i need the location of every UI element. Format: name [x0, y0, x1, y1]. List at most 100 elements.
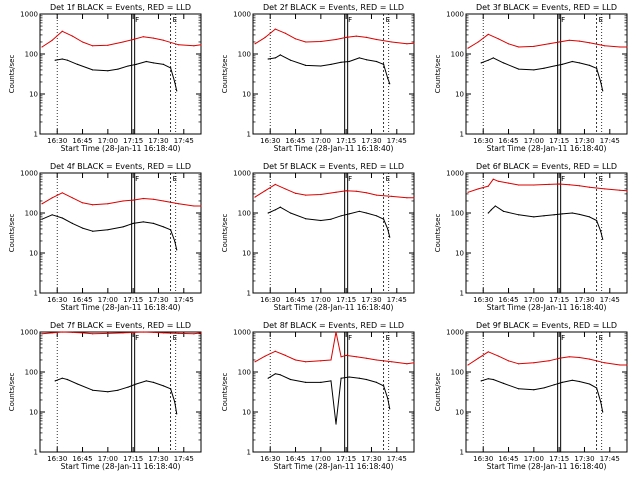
data-point: [497, 180, 500, 182]
data-point: [107, 229, 109, 231]
marker-label: F: [561, 175, 565, 183]
x-tick-label: 17:15: [123, 296, 143, 304]
chart-panel-7: Det 7f BLACK = Events, RED = LLD 1 10 100 10…: [8, 321, 202, 471]
data-point: [330, 380, 332, 382]
marker-label: F: [561, 16, 565, 24]
y-tick-label: 10: [29, 91, 38, 99]
data-point: [305, 194, 307, 196]
data-point: [152, 62, 155, 64]
data-point: [176, 249, 178, 251]
data-point: [619, 46, 621, 48]
data-point: [107, 391, 109, 393]
data-point: [487, 59, 489, 61]
data-point: [543, 387, 545, 389]
data-point: [467, 191, 469, 193]
data-point: [162, 332, 165, 334]
marker-label: E: [599, 334, 603, 342]
chart-title: Det 6f BLACK = Events, RED = LLD: [476, 162, 617, 171]
data-point: [335, 331, 337, 333]
data-point: [289, 378, 292, 381]
marker-label: F: [135, 16, 139, 24]
y-tick-label: 100: [451, 369, 464, 377]
data-point: [61, 30, 63, 32]
data-point: [66, 59, 68, 61]
data-point: [406, 197, 408, 199]
data-point: [375, 215, 378, 217]
marker-label: F: [348, 175, 352, 183]
data-point: [391, 361, 393, 363]
data-point: [383, 63, 385, 65]
data-point: [81, 332, 84, 334]
data-point: [61, 377, 63, 379]
data-point: [578, 380, 581, 383]
data-point: [330, 359, 332, 361]
data-point: [588, 64, 591, 66]
data-point: [284, 188, 287, 190]
data-point: [305, 361, 307, 363]
data-point: [152, 198, 155, 200]
data-point: [267, 212, 269, 214]
y-tick-label: 1: [460, 449, 464, 457]
data-point: [518, 388, 520, 390]
data-point: [578, 356, 581, 359]
data-point: [122, 226, 124, 228]
data-point: [602, 90, 604, 92]
y-tick-label: 100: [25, 210, 38, 218]
data-point: [568, 39, 570, 41]
data-point: [294, 359, 297, 361]
data-point: [467, 47, 469, 49]
data-point: [553, 384, 555, 386]
data-point: [340, 215, 342, 217]
data-point: [561, 63, 563, 65]
data-point: [518, 68, 520, 70]
y-tick-label: 1000: [233, 11, 251, 19]
data-point: [604, 362, 606, 364]
data-point: [330, 218, 332, 220]
y-tick-label: 100: [238, 51, 251, 59]
data-point: [174, 240, 176, 242]
data-point: [127, 386, 129, 388]
data-point: [626, 190, 628, 192]
y-tick-label: 1: [460, 131, 464, 139]
data-point: [107, 70, 109, 72]
chart-panel-9: Det 9f BLACK = Events, RED = LLD 1 10 100 10…: [434, 321, 628, 471]
data-point: [267, 377, 269, 379]
data-point: [492, 378, 494, 381]
x-tick-label: 17:00: [98, 137, 118, 145]
data-point: [340, 377, 342, 379]
data-point: [162, 226, 165, 228]
data-point: [602, 238, 604, 240]
data-point: [358, 377, 360, 379]
data-point: [274, 350, 276, 352]
marker-label: E: [386, 16, 390, 24]
data-point: [152, 381, 155, 383]
data-point: [365, 212, 368, 214]
y-tick-label: 1000: [20, 170, 38, 178]
data-point: [533, 389, 535, 391]
marker-label: E: [599, 16, 603, 24]
data-point: [507, 182, 510, 184]
data-point: [289, 59, 292, 61]
data-point: [355, 190, 357, 192]
data-point: [117, 389, 119, 391]
data-point: [142, 197, 144, 200]
data-point: [107, 44, 109, 46]
plot-frame: [39, 172, 202, 294]
data-point: [588, 216, 591, 218]
data-point: [494, 205, 496, 207]
data-point: [294, 192, 297, 194]
data-point: [533, 69, 535, 71]
data-point: [578, 185, 581, 187]
data-point: [107, 332, 109, 335]
data-point: [561, 381, 563, 383]
data-point: [578, 213, 581, 216]
data-point: [365, 36, 368, 39]
series-line-events: [267, 373, 391, 425]
data-point: [548, 183, 550, 185]
x-axis-label: Start Time (28-Jan-11 16:18:40): [487, 462, 607, 471]
data-point: [71, 35, 74, 37]
y-tick-label: 10: [455, 91, 464, 99]
data-point: [604, 188, 606, 190]
chart-panel-2: Det 2f BLACK = Events, RED = LLD 1 10 100 10…: [221, 3, 415, 153]
